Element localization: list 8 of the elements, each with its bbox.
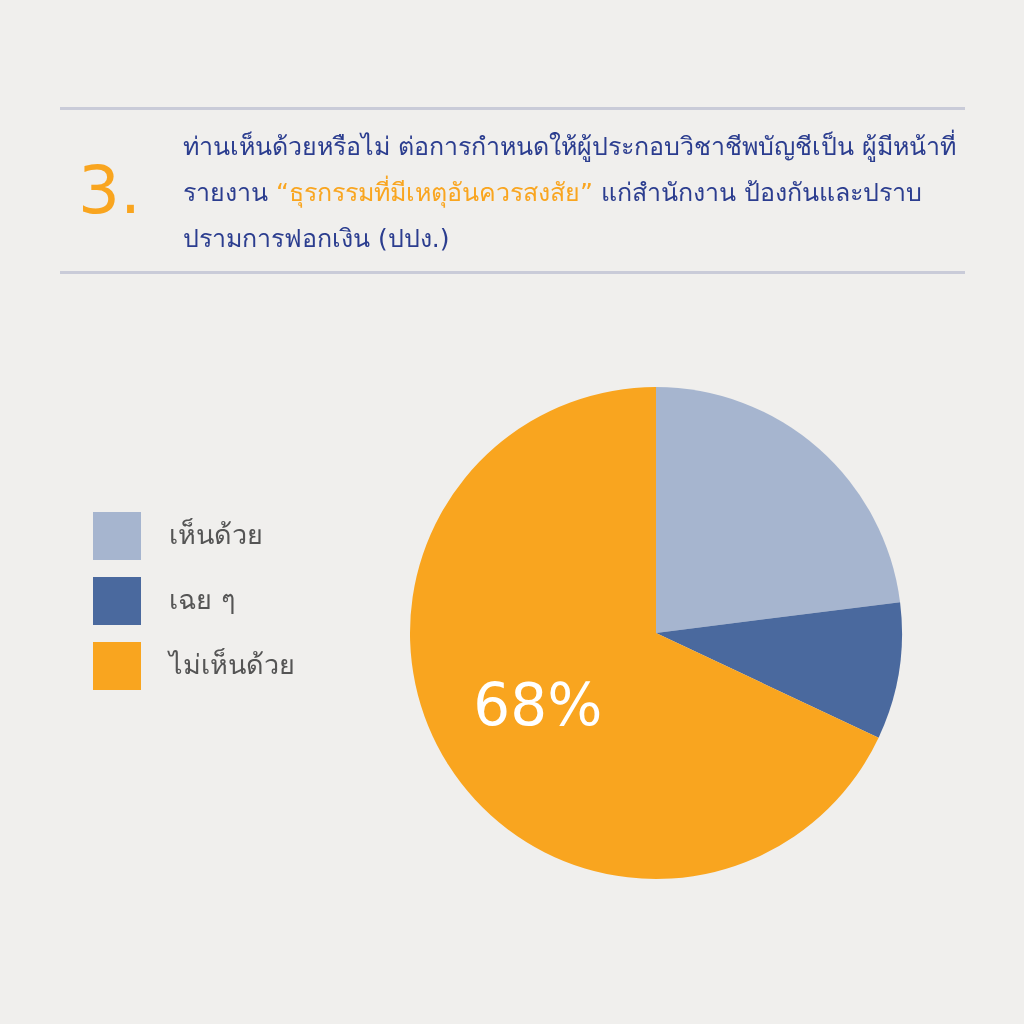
pie-slice bbox=[656, 602, 902, 738]
pie-slice bbox=[410, 387, 879, 879]
pie-slice bbox=[656, 387, 901, 633]
text: 3. bbox=[78, 152, 141, 229]
legend-label: ไม่เห็นด้วย bbox=[167, 647, 295, 680]
data-label: 68% bbox=[473, 671, 603, 740]
legend-label: เฉย ๆ bbox=[169, 584, 236, 615]
legend-label: เห็นด้วย bbox=[169, 517, 263, 550]
